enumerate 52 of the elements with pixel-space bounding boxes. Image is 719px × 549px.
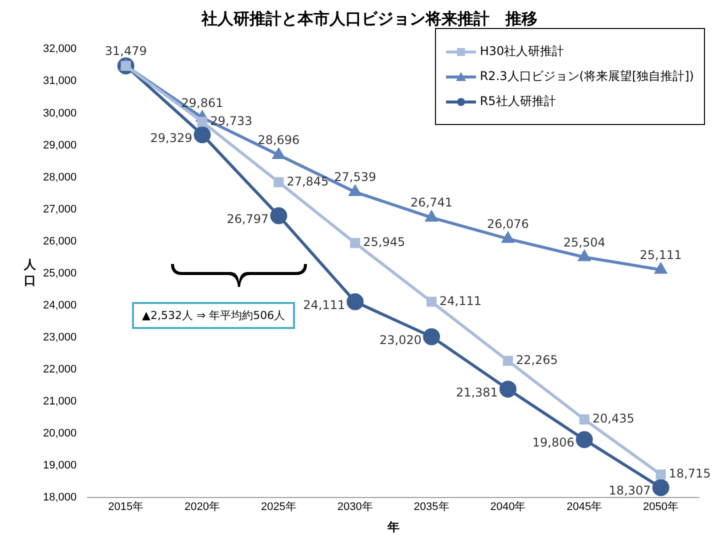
data-label: 28,696 [258, 133, 300, 148]
data-label: 21,381 [456, 385, 498, 400]
data-label: 24,111 [440, 294, 482, 308]
y-tick-label: 19,000 [42, 459, 77, 472]
y-tick-label: 31,000 [42, 75, 77, 88]
data-label: 18,307 [608, 484, 651, 498]
x-tick-label: 2020年 [184, 501, 220, 514]
x-tick-label: 2015年 [108, 501, 144, 514]
data-label: 25,945 [363, 235, 406, 250]
data-label: 22,265 [516, 352, 558, 367]
data-label: 29,733 [210, 114, 252, 128]
data-label: 23,020 [380, 332, 422, 347]
data-label: 19,806 [532, 436, 574, 450]
x-tick-label: 2030年 [337, 501, 373, 514]
data-label: 31,479 [104, 44, 147, 58]
chart-title: 社人研推計と本市人口ビジョン将来推計 推移 [200, 8, 538, 28]
legend-label: R2.3人口ビジョン(将来展望[独自推計]) [480, 68, 694, 85]
y-tick-label: 28,000 [42, 171, 77, 184]
y-tick-label: 25,000 [42, 267, 77, 280]
x-tick-label: 2035年 [414, 501, 450, 514]
data-label: 24,111 [303, 298, 346, 312]
data-label: 18,715 [668, 466, 711, 481]
y-axis-title: 人口 [23, 257, 37, 288]
y-tick-label: 23,000 [42, 331, 77, 344]
x-tick-label: 2025年 [260, 501, 296, 514]
y-tick-label: 22,000 [42, 363, 77, 376]
data-label: 29,329 [150, 130, 192, 145]
x-axis-title: 年 [386, 520, 400, 534]
data-label: 26,797 [226, 212, 269, 226]
data-label: 27,845 [286, 174, 329, 188]
data-label: 27,539 [334, 170, 376, 184]
y-tick-label: 26,000 [42, 235, 77, 248]
y-tick-label: 27,000 [42, 203, 77, 216]
y-tick-label: 24,000 [42, 299, 77, 312]
y-tick-label: 30,000 [42, 107, 77, 120]
y-tick-label: 20,000 [42, 427, 77, 440]
data-label: 29,861 [181, 96, 224, 110]
legend-label: R5社人研推計 [480, 93, 556, 110]
x-tick-label: 2040年 [490, 501, 526, 514]
legend-label: H30社人研推計 [480, 43, 564, 60]
data-label: 26,741 [410, 196, 453, 210]
y-tick-label: 18,000 [42, 491, 77, 504]
data-label: 20,435 [592, 412, 634, 426]
data-label: 25,111 [640, 248, 682, 262]
y-tick-label: 32,000 [42, 43, 77, 56]
data-label: 25,504 [563, 235, 606, 250]
y-tick-label: 21,000 [42, 395, 77, 408]
data-label: 26,076 [486, 216, 529, 231]
x-tick-label: 2050年 [643, 501, 679, 514]
annotation: ▲2,532人 ⇒ 年平均約506人 [132, 302, 296, 329]
x-tick-label: 2045年 [566, 501, 602, 514]
y-tick-label: 29,000 [42, 139, 77, 152]
